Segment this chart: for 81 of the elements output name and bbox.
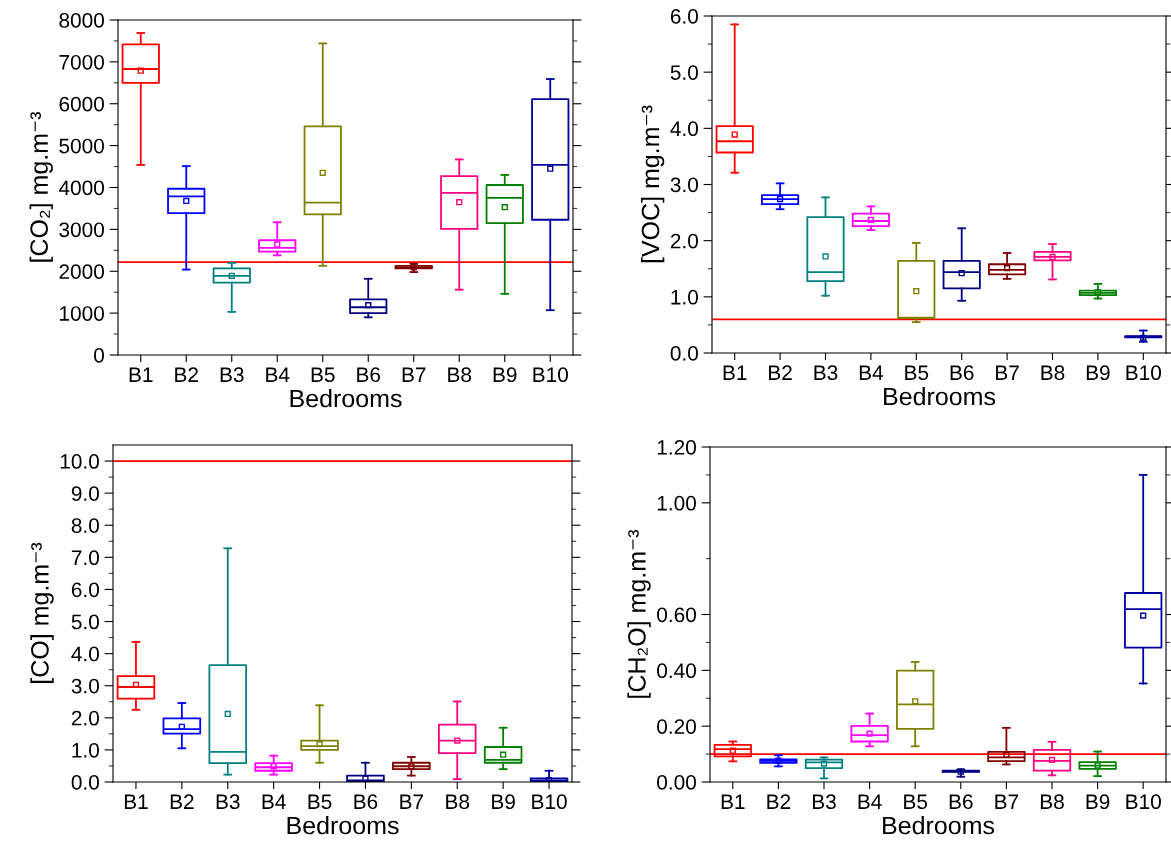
x-tick-label: B5 bbox=[904, 794, 928, 810]
y-tick-label: 0.20 bbox=[657, 719, 696, 734]
x-tick-label: B4 bbox=[262, 794, 286, 809]
x-tick-label: B1 bbox=[129, 367, 153, 382]
x-axis-title: Bedrooms bbox=[287, 816, 399, 835]
x-tick-label: B3 bbox=[220, 367, 244, 383]
x-axis-title: Bedrooms bbox=[884, 387, 996, 406]
x-tick-label: B2 bbox=[767, 794, 791, 809]
y-tick-label: 1.0 bbox=[671, 289, 698, 305]
y-tick-label: 0.40 bbox=[657, 663, 696, 679]
x-axis-title: Bedrooms bbox=[290, 389, 402, 408]
y-axis-title: [VOC] mg.m⁻³ bbox=[640, 105, 665, 263]
y-tick-label: 9.0 bbox=[71, 486, 99, 501]
y-tick-label: 0 bbox=[94, 348, 104, 363]
x-tick-label: B9 bbox=[492, 794, 515, 810]
y-tick-label: 2000 bbox=[59, 264, 104, 279]
y-tick-label: 0.0 bbox=[71, 775, 99, 790]
x-tick-label: B2 bbox=[769, 365, 792, 380]
y-tick-label: 1000 bbox=[60, 306, 104, 321]
x-tick-label: B8 bbox=[1041, 365, 1065, 381]
y-tick-label: 2.0 bbox=[71, 710, 99, 726]
x-tick-label: B5 bbox=[311, 367, 335, 383]
x-tick-label: B9 bbox=[1086, 794, 1110, 810]
y-tick-label: 4000 bbox=[58, 180, 104, 196]
y-tick-label: 6000 bbox=[59, 96, 104, 112]
x-tick-label: B3 bbox=[812, 794, 836, 810]
x-tick-label: B6 bbox=[354, 794, 378, 810]
x-tick-label: B6 bbox=[357, 367, 381, 383]
x-tick-label: B2 bbox=[170, 794, 194, 809]
x-tick-label: B6 bbox=[950, 365, 974, 381]
x-tick-label: B7 bbox=[996, 365, 1019, 380]
y-tick-label: 6.0 bbox=[670, 9, 698, 24]
y-tick-label: 1.0 bbox=[72, 742, 99, 758]
x-tick-label: B5 bbox=[905, 365, 929, 381]
y-tick-label: 7000 bbox=[59, 54, 104, 70]
x-tick-label: B3 bbox=[216, 794, 240, 810]
y-tick-label: 2.0 bbox=[670, 233, 698, 249]
x-tick-label: B10 bbox=[1126, 365, 1162, 381]
y-axis-title: [CO₂] mg.m⁻³ bbox=[29, 111, 53, 262]
y-tick-label: 5.0 bbox=[670, 65, 698, 80]
y-axis-title: [CO] mg.m⁻³ bbox=[30, 542, 54, 683]
y-tick-label: 3000 bbox=[59, 222, 104, 238]
y-tick-label: 8.0 bbox=[71, 518, 99, 533]
y-tick-label: 3.0 bbox=[71, 678, 99, 694]
x-tick-label: B8 bbox=[448, 367, 472, 383]
y-tick-label: 5.0 bbox=[71, 614, 99, 630]
y-axis-title: [CH₂O] mg.m⁻³ bbox=[627, 529, 651, 698]
x-tick-label: B7 bbox=[400, 794, 424, 809]
x-tick-label: B10 bbox=[532, 794, 567, 810]
x-tick-label: B10 bbox=[1126, 794, 1161, 810]
y-tick-label: 5000 bbox=[59, 138, 104, 154]
x-tick-label: B3 bbox=[814, 365, 838, 381]
x-tick-label: B4 bbox=[266, 367, 290, 382]
x-tick-label: B7 bbox=[402, 367, 426, 382]
y-tick-label: 0.00 bbox=[657, 775, 696, 790]
y-tick-label: 0.0 bbox=[670, 346, 698, 361]
y-tick-label: 1.00 bbox=[657, 495, 696, 511]
x-tick-label: B1 bbox=[723, 365, 747, 380]
x-tick-label: B8 bbox=[1040, 794, 1064, 810]
x-tick-label: B1 bbox=[124, 794, 148, 809]
y-tick-label: 4.0 bbox=[670, 121, 698, 137]
x-tick-label: B7 bbox=[995, 794, 1019, 809]
y-tick-label: 0.60 bbox=[657, 607, 696, 623]
y-tick-label: 8000 bbox=[59, 13, 104, 28]
y-tick-label: 10.0 bbox=[60, 454, 99, 469]
y-tick-label: 1.20 bbox=[657, 440, 696, 455]
y-tick-label: 3.0 bbox=[670, 177, 698, 193]
x-tick-label: B2 bbox=[175, 367, 198, 382]
x-tick-label: B8 bbox=[446, 794, 470, 810]
y-tick-label: 7.0 bbox=[71, 550, 99, 566]
x-tick-label: B1 bbox=[721, 794, 745, 809]
y-tick-label: 4.0 bbox=[71, 646, 99, 662]
x-tick-label: B6 bbox=[949, 794, 973, 810]
x-tick-label: B9 bbox=[1086, 365, 1110, 381]
x-tick-label: B4 bbox=[859, 365, 884, 380]
y-tick-label: 6.0 bbox=[71, 582, 99, 598]
x-tick-label: B10 bbox=[533, 367, 568, 383]
x-tick-label: B9 bbox=[493, 367, 517, 383]
x-axis-title: Bedrooms bbox=[883, 816, 995, 835]
x-tick-label: B4 bbox=[858, 794, 882, 809]
x-tick-label: B5 bbox=[308, 794, 332, 810]
